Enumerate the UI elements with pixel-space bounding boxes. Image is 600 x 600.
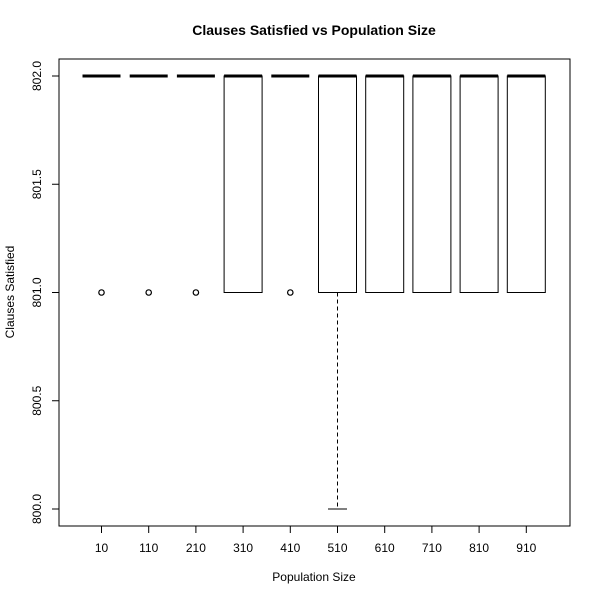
box-710	[412, 74, 452, 293]
box-910	[506, 74, 546, 293]
x-tick-label: 10	[95, 541, 109, 555]
box-body	[506, 75, 546, 293]
y-tick-label: 801.0	[30, 277, 44, 307]
box-10	[82, 74, 121, 296]
box-body	[223, 75, 263, 293]
x-tick-label: 310	[233, 541, 253, 555]
box-body	[318, 75, 357, 293]
x-tick-label: 910	[516, 541, 536, 555]
outlier-point	[145, 289, 153, 296]
x-tick-label: 410	[280, 541, 300, 555]
box-610	[365, 74, 405, 293]
x-tick-label: 810	[469, 541, 489, 555]
box-410	[271, 74, 310, 296]
y-axis: 800.0 800.5 801.0 801.5 802.0	[30, 61, 60, 524]
y-tick-label: 800.0	[30, 494, 44, 524]
x-tick-label: 510	[327, 541, 347, 555]
chart-title: Clauses Satisfied vs Population Size	[192, 22, 436, 38]
outlier-point	[192, 289, 200, 296]
box-510	[318, 74, 357, 510]
box-110	[129, 74, 168, 296]
y-tick-label: 800.5	[30, 385, 44, 415]
x-tick-label: 110	[139, 541, 158, 555]
box-810	[459, 74, 499, 293]
box-body	[412, 75, 452, 293]
y-tick-label: 801.5	[30, 169, 44, 199]
x-axis: 10 110 210 310 410 510 610 710 810 910	[95, 525, 537, 555]
x-tick-label: 210	[186, 541, 206, 555]
x-tick-label: 610	[375, 541, 395, 555]
y-tick-label: 802.0	[30, 61, 44, 91]
box-body	[365, 75, 405, 293]
y-axis-label: Clauses Satisfied	[3, 246, 17, 339]
box-210	[176, 74, 215, 296]
x-tick-label: 710	[422, 541, 442, 555]
boxes-group	[82, 74, 546, 510]
box-310	[223, 74, 263, 293]
outlier-point	[286, 289, 294, 296]
x-axis-label: Population Size	[272, 570, 356, 584]
outlier-point	[98, 289, 105, 296]
box-body	[459, 75, 499, 293]
